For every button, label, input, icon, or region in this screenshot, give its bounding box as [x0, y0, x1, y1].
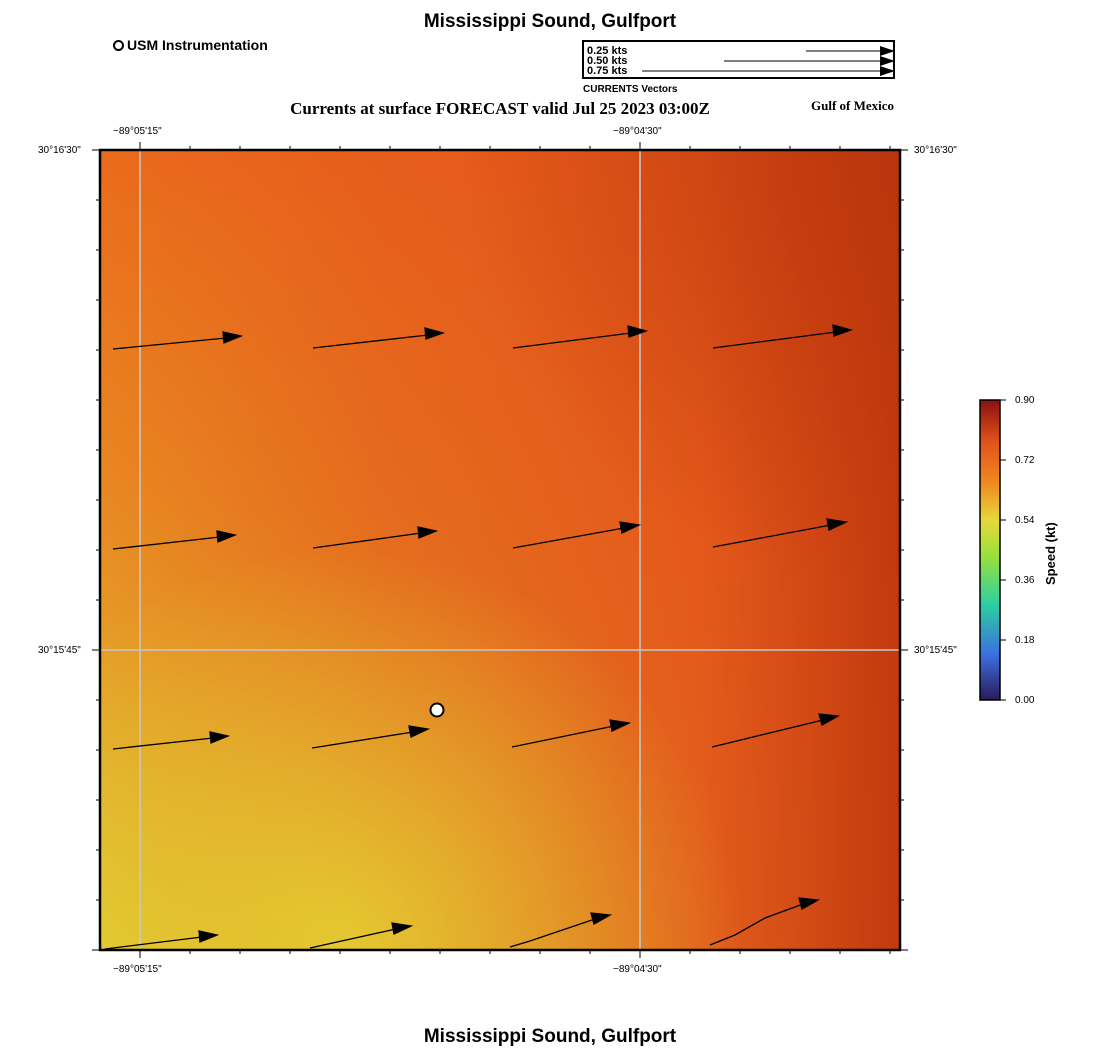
vector-legend-label-2: 0.50 kts	[587, 55, 628, 67]
colorbar-tick-label: 0.36	[1015, 575, 1035, 586]
current-arrow	[712, 518, 849, 548]
vector-legend-label-1: 0.25 kts	[587, 45, 628, 57]
colorbar-tick-label: 0.54	[1015, 515, 1035, 526]
colorbar-tick-label: 0.72	[1015, 455, 1035, 466]
map-title: Mississippi Sound, Gulfport	[423, 11, 677, 32]
lat-tick-right-1: 30°16'30"	[914, 145, 957, 156]
speed-field	[100, 150, 900, 950]
graticule	[100, 150, 900, 950]
station-legend-label: USM Instrumentation	[127, 37, 268, 53]
lon-tick-bottom-1: −89°05'15"	[113, 964, 162, 975]
frame-ticks	[92, 142, 908, 958]
current-arrow	[512, 521, 642, 549]
vector-legend-arrow-3	[642, 66, 895, 76]
lon-tick-top-2: −89°04'30"	[613, 126, 662, 137]
colorbar-tick-label: 0.90	[1015, 395, 1035, 406]
vector-legend-arrow-2	[724, 56, 895, 66]
current-arrow	[309, 922, 414, 949]
current-arrow	[311, 725, 431, 749]
current-arrow	[104, 930, 220, 950]
lat-tick-left-2: 30°15'45"	[38, 645, 81, 656]
region-label: Gulf of Mexico	[811, 98, 895, 113]
lat-tick-right-2: 30°15'45"	[914, 645, 957, 656]
current-arrow	[112, 530, 238, 550]
current-arrow	[711, 713, 841, 748]
lon-tick-bottom-2: −89°04'30"	[613, 964, 662, 975]
vector-legend-arrows	[642, 46, 895, 76]
current-arrow	[312, 327, 446, 349]
station-marker[interactable]	[429, 702, 445, 718]
colorbar-title: Speed (kt)	[1043, 522, 1058, 585]
lon-tick-top-1: −89°05'15"	[113, 126, 162, 137]
current-arrow	[509, 912, 613, 948]
current-vectors	[104, 324, 854, 950]
footer-title: Mississippi Sound, Gulfport	[423, 1026, 677, 1047]
current-arrow	[512, 325, 649, 349]
speed-colorbar	[979, 399, 1006, 701]
colorbar-ramp	[979, 399, 1001, 701]
vector-legend-arrow-1	[806, 46, 895, 56]
current-arrow	[312, 526, 439, 549]
vector-legend-caption: CURRENTS Vectors	[583, 84, 678, 95]
current-arrow	[511, 719, 632, 748]
map-subtitle: Currents at surface FORECAST valid Jul 2…	[290, 99, 710, 118]
current-arrow	[112, 731, 231, 750]
current-arrow	[712, 324, 854, 349]
open-circle-icon	[113, 39, 124, 51]
colorbar-tick-label: 0.00	[1015, 695, 1035, 706]
station-legend: USM Instrumentation	[113, 37, 268, 53]
current-arrow	[709, 897, 821, 946]
vector-legend-box: 0.25 kts 0.50 kts 0.75 kts	[582, 40, 895, 79]
vector-legend-label-3: 0.75 kts	[587, 65, 628, 77]
colorbar-tick-label: 0.18	[1015, 635, 1035, 646]
lat-tick-left-1: 30°16'30"	[38, 145, 81, 156]
current-arrow	[112, 331, 244, 350]
